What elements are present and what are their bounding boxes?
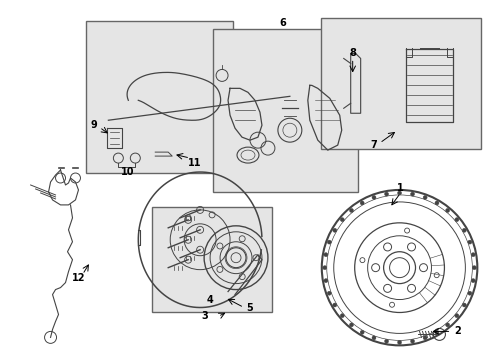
Circle shape [324,253,328,257]
Text: 7: 7 [370,140,377,150]
Text: 1: 1 [397,183,404,193]
Circle shape [411,192,415,196]
Circle shape [324,279,328,283]
Circle shape [463,303,466,307]
Circle shape [423,195,427,199]
Circle shape [360,201,364,205]
Circle shape [435,201,439,205]
Circle shape [471,279,475,283]
Circle shape [397,340,401,345]
Circle shape [385,339,389,343]
Circle shape [445,208,450,212]
Circle shape [327,240,331,244]
Circle shape [385,192,389,196]
Text: 11: 11 [188,158,202,168]
Circle shape [397,191,401,195]
Circle shape [333,228,337,232]
Circle shape [340,314,344,318]
Circle shape [445,323,450,327]
Circle shape [471,253,475,257]
Circle shape [411,339,415,343]
Circle shape [463,228,466,232]
Circle shape [333,303,337,307]
Circle shape [323,266,327,270]
Circle shape [372,195,376,199]
Text: 10: 10 [121,167,134,177]
Text: 9: 9 [90,120,97,130]
Text: 3: 3 [202,311,208,321]
Circle shape [360,330,364,334]
Circle shape [435,330,439,334]
Circle shape [372,336,376,340]
Circle shape [468,291,472,295]
Bar [152,207,272,312]
Circle shape [423,336,427,340]
Bar [321,18,481,149]
Circle shape [340,218,344,222]
Text: 2: 2 [454,327,461,336]
Text: 6: 6 [279,18,286,28]
Bar [213,28,358,192]
Circle shape [349,323,353,327]
Text: 12: 12 [72,273,85,283]
Text: 8: 8 [349,49,356,58]
Circle shape [455,218,459,222]
Circle shape [327,291,331,295]
Circle shape [468,240,472,244]
Bar [86,21,233,173]
Circle shape [472,266,476,270]
Text: 5: 5 [246,302,253,312]
Circle shape [455,314,459,318]
Circle shape [349,208,353,212]
Text: 4: 4 [207,294,214,305]
